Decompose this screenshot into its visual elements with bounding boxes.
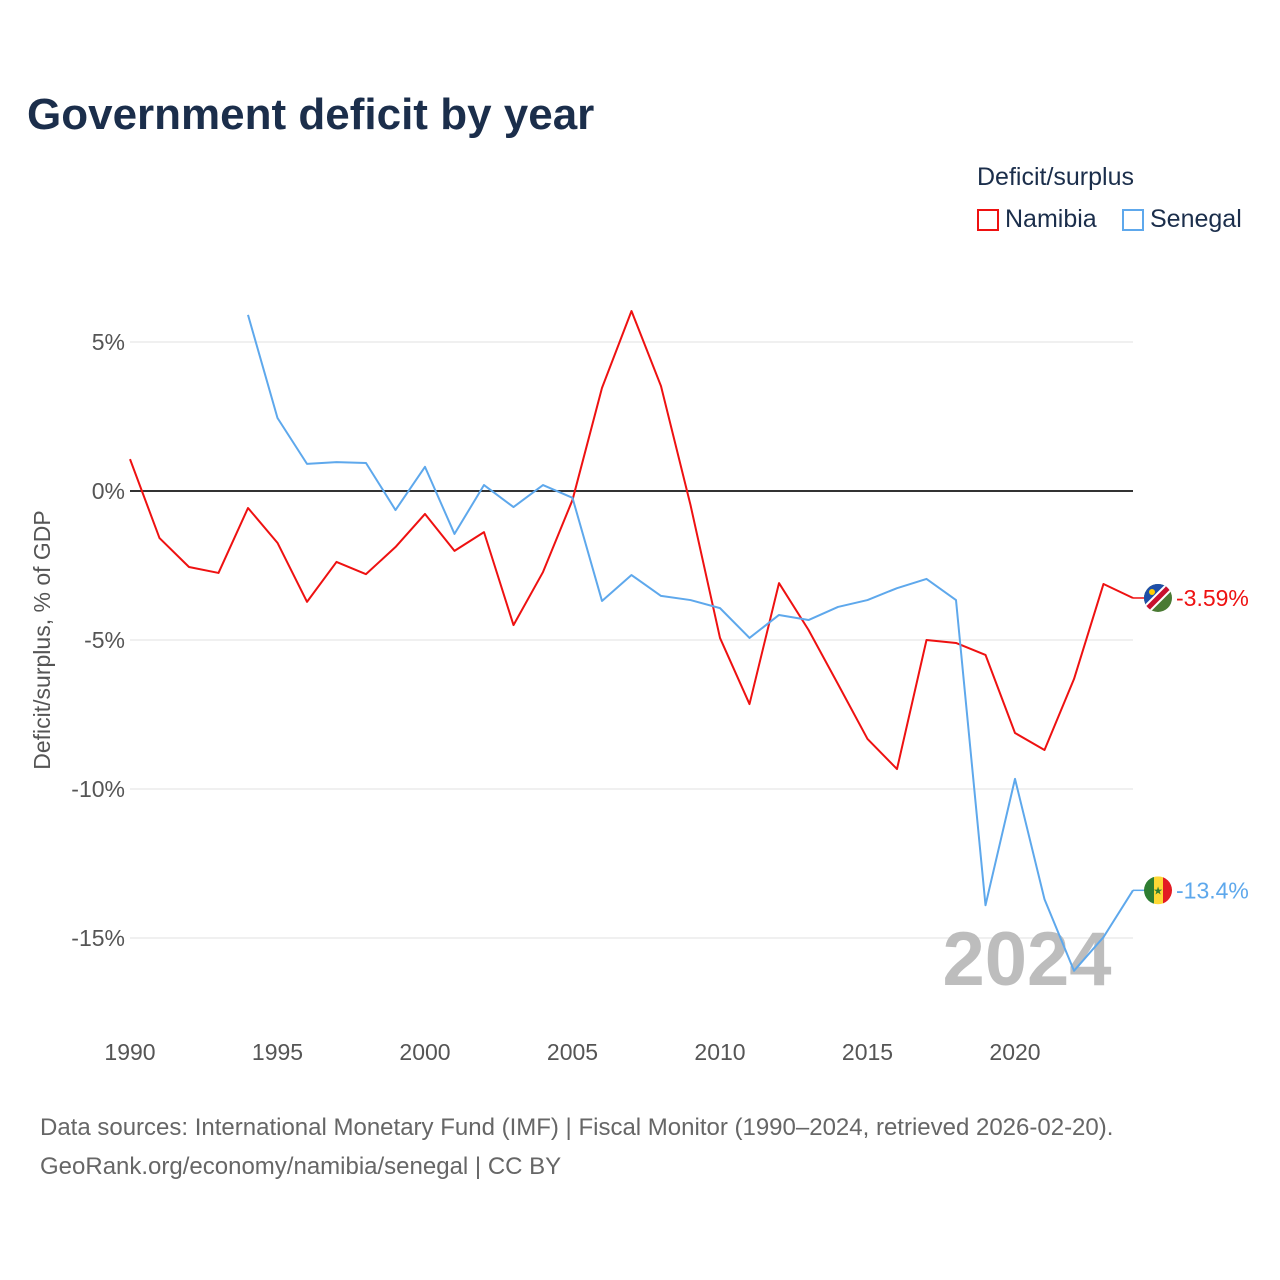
chart-title: Government deficit by year [27, 90, 595, 139]
source-line: Data sources: International Monetary Fun… [40, 1114, 1114, 1141]
x-tick-label: 1990 [104, 1039, 155, 1065]
namibia-flag-icon [1144, 583, 1172, 612]
flag-sun [1149, 588, 1155, 595]
y-tick-label: -5% [84, 627, 125, 653]
y-axis-label: Deficit/surplus, % of GDP [29, 510, 55, 769]
y-tick-label: 5% [92, 329, 125, 355]
flag-yellow [1154, 876, 1163, 905]
x-tick-label: 2020 [989, 1039, 1040, 1065]
legend-label: Senegal [1150, 205, 1242, 233]
x-tick-label: 2000 [399, 1039, 450, 1065]
legend-title: Deficit/surplus [977, 163, 1134, 191]
end-value-label: -13.4% [1176, 877, 1249, 903]
series-line-namibia [129, 310, 1134, 771]
flag-green [1144, 876, 1154, 905]
flag-body: ★ [1144, 876, 1172, 905]
x-tick-label: 2005 [547, 1039, 598, 1065]
year-watermark: 2024 [942, 917, 1111, 1002]
source-note: Data sources: International Monetary Fun… [40, 1108, 1113, 1186]
legend-swatch-namibia [977, 208, 999, 231]
x-tick-label: 2010 [694, 1039, 745, 1065]
legend-item-senegal[interactable]: Senegal [1122, 205, 1242, 234]
y-tick-label: 0% [92, 478, 125, 504]
y-tick-label: -10% [71, 776, 125, 802]
flag-red [1163, 876, 1172, 905]
x-tick-label: 1995 [252, 1039, 303, 1065]
end-value-label: -3.59% [1176, 585, 1249, 611]
flag-star: ★ [1153, 885, 1163, 897]
legend-swatch-senegal [1122, 208, 1144, 231]
legend-label: Namibia [1005, 205, 1097, 233]
x-tick-label: 2015 [842, 1039, 893, 1065]
source-link[interactable]: GeoRank.org/economy/namibia/senegal | CC… [40, 1153, 562, 1180]
series-line-senegal [247, 314, 1134, 972]
senegal-flag-icon: ★ [1144, 876, 1172, 905]
y-tick-label: -15% [71, 925, 125, 951]
legend-item-namibia[interactable]: Namibia [977, 205, 1097, 234]
flag-body [1144, 583, 1172, 612]
